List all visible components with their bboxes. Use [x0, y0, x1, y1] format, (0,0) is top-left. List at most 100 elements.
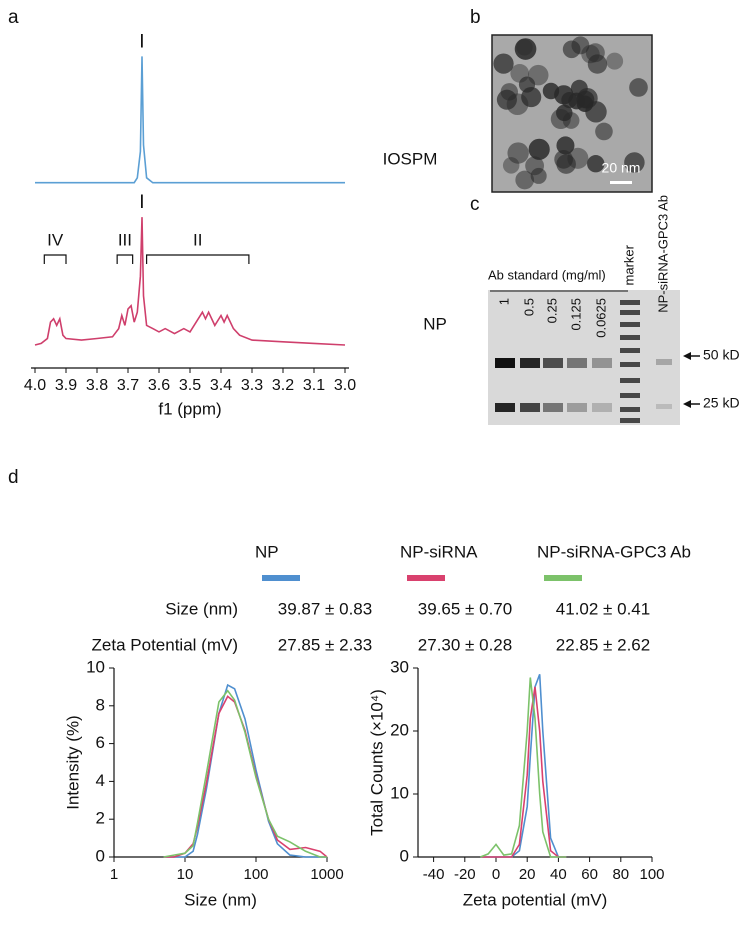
- gel-band: [495, 403, 515, 412]
- particle: [595, 122, 613, 141]
- y-tick-label: 10: [86, 657, 105, 676]
- x-tick-label: 20: [519, 866, 536, 883]
- y-axis-label: Intensity (%): [63, 715, 82, 809]
- x-tick-label: 80: [612, 866, 629, 883]
- y-tick-label: 20: [390, 720, 409, 739]
- x-tick-label: 3.3: [241, 377, 263, 394]
- row-label: Zeta Potential (mV): [92, 635, 238, 654]
- bracket-label: II: [193, 230, 202, 249]
- marker-band: [620, 393, 640, 398]
- y-tick-label: 6: [96, 733, 105, 752]
- gel-band: [520, 403, 540, 412]
- legend-swatch: [407, 575, 445, 581]
- y-tick-label: 0: [400, 846, 409, 865]
- x-tick-label: 10: [177, 866, 194, 883]
- legend-swatch: [262, 575, 300, 581]
- particle: [515, 170, 535, 190]
- series-line: [163, 689, 327, 858]
- particle: [587, 155, 605, 173]
- lane-label: 0.5: [521, 298, 536, 316]
- marker-band: [620, 335, 640, 340]
- x-tick-label: 3.5: [179, 377, 201, 394]
- bracket: [116, 254, 134, 264]
- marker-band: [620, 348, 640, 353]
- particle: [581, 44, 600, 64]
- size-marker: 50 kD: [703, 347, 740, 363]
- marker-band: [620, 407, 640, 412]
- series-line: [480, 686, 567, 858]
- particle: [556, 154, 576, 174]
- gel-band: [520, 358, 540, 368]
- legend-label: NP-siRNA: [400, 542, 478, 561]
- gel-band: [656, 359, 672, 365]
- x-axis-label: f1 (ppm): [158, 399, 221, 418]
- marker-band: [620, 322, 640, 327]
- table-cell: 41.02 ± 0.41: [556, 599, 650, 618]
- x-tick-label: 60: [581, 866, 598, 883]
- bracket: [43, 254, 67, 264]
- marker-band: [620, 418, 640, 423]
- legend-label: NP: [255, 542, 279, 561]
- gel-title: Ab standard (mg/ml): [488, 267, 606, 282]
- marker-band: [620, 300, 640, 305]
- gel-band: [495, 358, 515, 368]
- particle: [567, 147, 589, 169]
- series-label: NP: [423, 314, 447, 333]
- marker-band: [620, 310, 640, 315]
- table-cell: 22.85 ± 2.62: [556, 635, 650, 654]
- particle: [624, 152, 645, 173]
- marker-band: [620, 362, 640, 367]
- y-tick-label: 0: [96, 846, 105, 865]
- particle: [606, 52, 624, 70]
- y-tick-label: 30: [390, 657, 409, 676]
- marker-band: [620, 378, 640, 383]
- x-tick-label: 3.8: [86, 377, 108, 394]
- x-tick-label: -20: [454, 866, 476, 883]
- gel-band: [543, 358, 563, 368]
- x-tick-label: 40: [550, 866, 567, 883]
- arrow-head: [683, 400, 691, 408]
- x-axis-label: Zeta potential (mV): [463, 890, 608, 909]
- series-line: [163, 683, 327, 858]
- gel-band: [543, 403, 563, 412]
- particle: [556, 136, 575, 155]
- x-tick-label: 0: [492, 866, 500, 883]
- scale-bar: [610, 181, 632, 184]
- series-line: [480, 677, 567, 858]
- x-tick-label: 3.7: [117, 377, 139, 394]
- y-tick-label: 4: [96, 771, 105, 790]
- bracket-label: III: [118, 230, 132, 249]
- x-tick-label: 3.9: [55, 377, 77, 394]
- bracket: [146, 254, 250, 264]
- x-axis-label: Size (nm): [184, 890, 257, 909]
- x-tick-label: 4.0: [24, 377, 46, 394]
- x-tick-label: 100: [243, 866, 268, 883]
- tem-particles: [493, 36, 648, 190]
- panel-letter: d: [8, 467, 19, 488]
- legend-label: NP-siRNA-GPC3 Ab: [537, 542, 691, 561]
- particle: [507, 142, 529, 164]
- scale-bar-label: 20 nm: [602, 160, 641, 176]
- x-tick-label: 3.2: [272, 377, 294, 394]
- particle: [528, 138, 550, 160]
- table-cell: 39.65 ± 0.70: [418, 599, 512, 618]
- particle: [500, 83, 518, 101]
- legend-swatch: [544, 575, 582, 581]
- particle: [585, 101, 607, 123]
- particle: [587, 54, 608, 74]
- series-label: IOSPM: [383, 149, 438, 168]
- table-cell: 27.30 ± 0.28: [418, 635, 512, 654]
- gel-band: [592, 358, 612, 368]
- bracket-label: IV: [47, 230, 64, 249]
- series-line: [34, 217, 346, 346]
- particle: [502, 157, 520, 174]
- x-tick-label: 1: [110, 866, 118, 883]
- peak-label: I: [139, 31, 144, 52]
- x-tick-label: 3.6: [148, 377, 170, 394]
- gel-band: [592, 403, 612, 412]
- particle: [568, 92, 585, 110]
- gel-band: [567, 403, 587, 412]
- table-cell: 39.87 ± 0.83: [278, 599, 372, 618]
- size-marker: 25 kD: [703, 395, 740, 411]
